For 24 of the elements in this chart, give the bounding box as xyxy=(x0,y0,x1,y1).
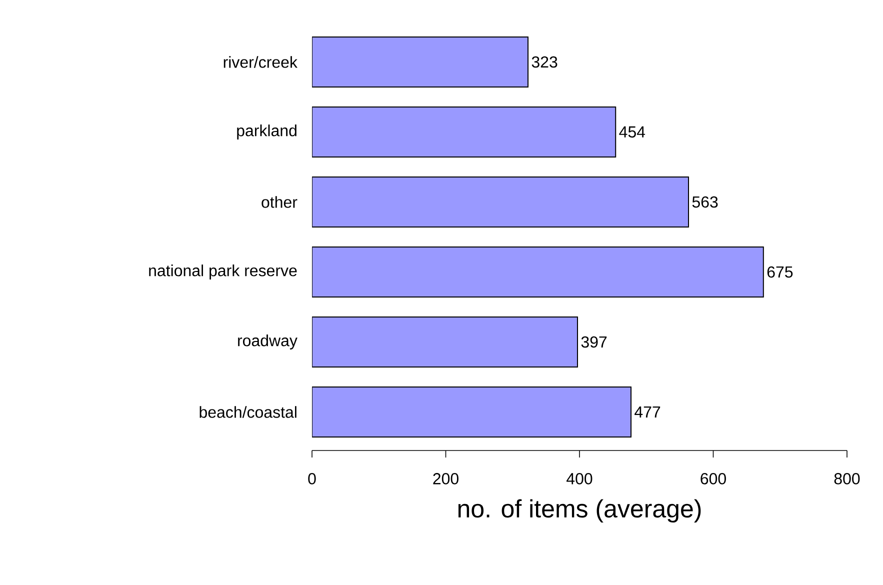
bar xyxy=(312,386,632,438)
bar xyxy=(312,246,764,298)
bar xyxy=(312,106,616,158)
y-tick-label: river/creek xyxy=(224,56,298,68)
bar xyxy=(312,316,578,368)
y-tick-label: beach/coastal xyxy=(200,406,296,418)
y-tick-label: other xyxy=(262,196,298,208)
x-axis-title: no. of items (average) xyxy=(458,499,701,523)
data-label: 477 xyxy=(634,406,660,418)
data-label: 454 xyxy=(619,126,646,138)
data-label: 323 xyxy=(532,56,558,68)
data-label: 675 xyxy=(767,266,793,278)
y-tick-label: roadway xyxy=(238,334,298,350)
bar xyxy=(312,176,690,228)
x-tick-label: 800 xyxy=(834,473,860,484)
bar xyxy=(312,36,529,88)
x-tick-label: 600 xyxy=(700,473,726,484)
x-tick-label: 200 xyxy=(433,473,458,484)
y-tick-label: national park reserve xyxy=(149,264,297,280)
x-tick-label: 400 xyxy=(566,473,592,484)
y-tick-label: parkland xyxy=(237,124,296,140)
data-label: 563 xyxy=(692,196,718,208)
x-tick-label: 0 xyxy=(308,473,316,484)
data-label: 397 xyxy=(581,336,607,348)
